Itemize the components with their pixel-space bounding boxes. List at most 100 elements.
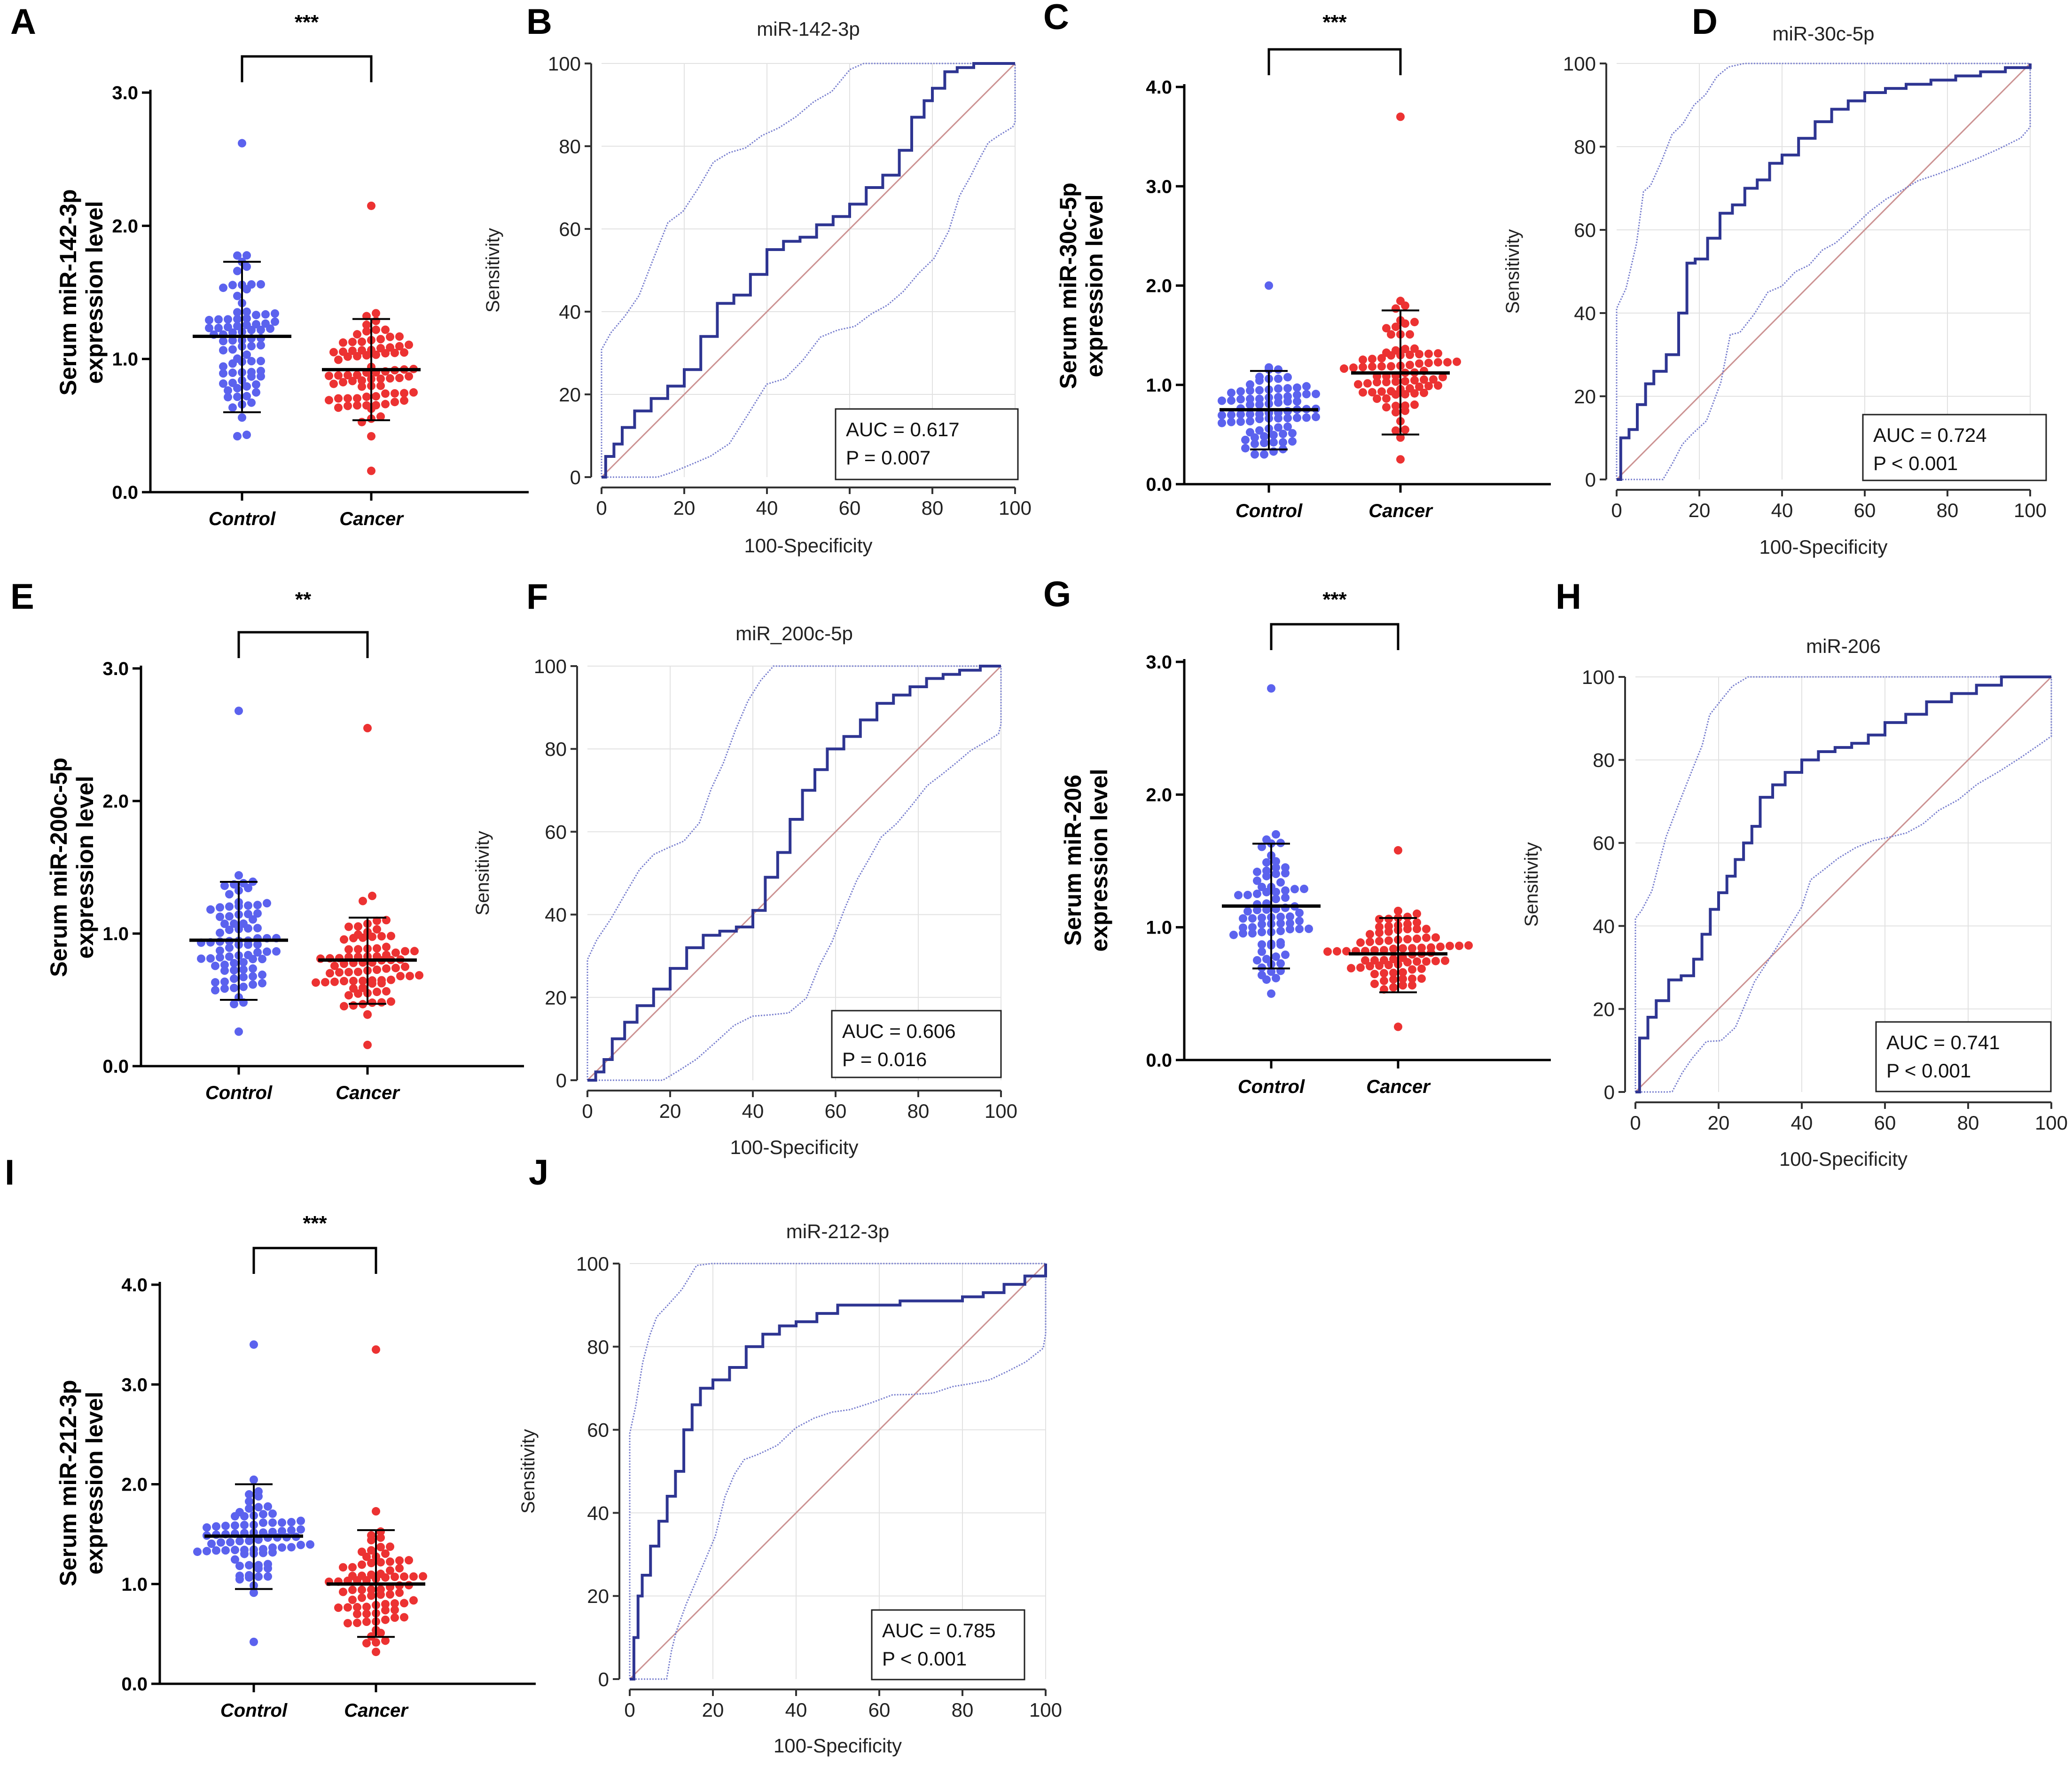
data-point-cancer [377,932,386,941]
roc-ci-upper [586,665,1001,1080]
data-point-cancer [376,344,385,353]
panel-letter-d: D [1692,2,1718,42]
data-point-control [240,1546,249,1555]
chart-title: miR-212-3p [786,1220,889,1242]
x-tick-label: 100 [2035,1112,2068,1134]
data-point-control [1265,363,1273,372]
data-point-control [278,1518,286,1527]
data-point-cancer [1441,956,1449,965]
data-point-control [242,392,251,401]
y-axis-label: Sensitivity [483,228,503,313]
data-point-cancer [359,976,367,985]
y-tick-label: 0 [598,1668,609,1690]
data-point-cancer [1363,379,1372,388]
data-point-control [253,909,262,918]
data-point-control [193,1547,202,1556]
y-axis-label-line1: Serum miR-142-3p [55,189,81,395]
data-point-cancer [376,1570,385,1579]
data-point-control [244,910,252,919]
data-point-cancer [339,1563,347,1572]
data-point-cancer [1377,362,1386,371]
data-point-control [244,901,252,910]
data-point-control [231,1521,239,1530]
data-point-cancer [381,1549,390,1558]
roc-ci-lower [1617,63,2031,480]
data-point-control [1305,924,1313,933]
data-point-cancer [373,944,381,953]
data-point-cancer [1408,944,1416,953]
x-tick-label: 80 [922,497,944,519]
y-tick-label: 80 [1593,749,1615,771]
data-point-control [1279,430,1287,439]
x-tick-label: 20 [673,497,696,519]
data-point-cancer [1399,968,1407,977]
data-point-cancer [387,975,395,984]
data-point-cancer [1413,957,1421,966]
x-tick-label: 0 [582,1100,593,1122]
data-point-control [1255,394,1264,403]
data-point-control [235,1537,244,1546]
data-point-cancer [367,466,375,475]
data-point-control [1246,386,1254,395]
data-point-control [239,879,248,887]
data-point-cancer [1389,968,1398,977]
data-point-cancer [339,338,347,347]
data-point-cancer [1427,943,1435,952]
data-point-control [1258,882,1266,891]
data-point-control [1248,923,1257,932]
data-point-cancer [1382,348,1391,357]
data-point-control [245,1504,253,1513]
data-point-control [228,369,237,377]
data-point-control [268,1518,277,1527]
data-point-cancer [353,401,361,410]
data-point-cancer [353,370,361,379]
data-point-cancer [1406,330,1414,339]
data-point-control [1262,955,1271,964]
data-point-control [1283,414,1292,423]
data-point-cancer [372,1345,380,1354]
y-axis-label: Serum miR-206expression level [1060,769,1112,951]
data-point-cancer [349,984,358,993]
x-tick-label: 0 [1630,1112,1641,1134]
data-point-cancer [1377,387,1386,396]
data-point-cancer [1323,947,1332,956]
data-point-cancer [1392,377,1400,386]
data-point-control [1272,870,1280,879]
data-point-control [230,919,238,928]
data-point-cancer [376,381,385,390]
data-point-cancer [1415,382,1423,391]
data-point-control [219,369,227,378]
data-point-cancer [409,1572,418,1581]
y-tick-label: 1.0 [112,349,138,370]
data-point-cancer [1415,350,1423,359]
data-point-control [224,393,232,401]
data-point-cancer [358,1571,366,1580]
p-value-label: P = 0.007 [846,447,930,469]
data-point-cancer [1396,112,1405,121]
data-point-cancer [362,401,371,410]
data-point-control [1253,876,1261,885]
data-point-cancer [395,342,404,351]
data-point-control [278,1527,286,1536]
data-point-cancer [376,1527,385,1536]
data-point-cancer [339,378,347,387]
significance-label: *** [1322,588,1347,611]
data-point-cancer [344,968,353,977]
data-point-control [1274,384,1282,393]
y-tick-label: 20 [1574,385,1596,408]
data-point-cancer [1415,359,1423,368]
data-point-control [203,1523,211,1532]
data-point-cancer [409,1596,418,1605]
reference-diagonal [1616,63,2031,480]
panel-i: I 0.0 1.0 2.0 3.0 4.0 Control Cancer Serum miR-2… [5,1153,536,1721]
data-point-control [242,314,251,323]
data-point-cancer [1453,357,1461,366]
data-point-cancer [415,971,423,980]
data-point-control [245,1490,253,1499]
panel-h: H 00 20 20 40 40 60 60 80 80 100 100 miR-206 100-Spec… [1521,577,2068,1170]
data-point-control [220,960,229,969]
stat-box [871,1609,1025,1681]
data-point-cancer [368,976,376,985]
data-point-cancer [395,1588,404,1597]
auc-label: AUC = 0.617 [846,418,960,440]
